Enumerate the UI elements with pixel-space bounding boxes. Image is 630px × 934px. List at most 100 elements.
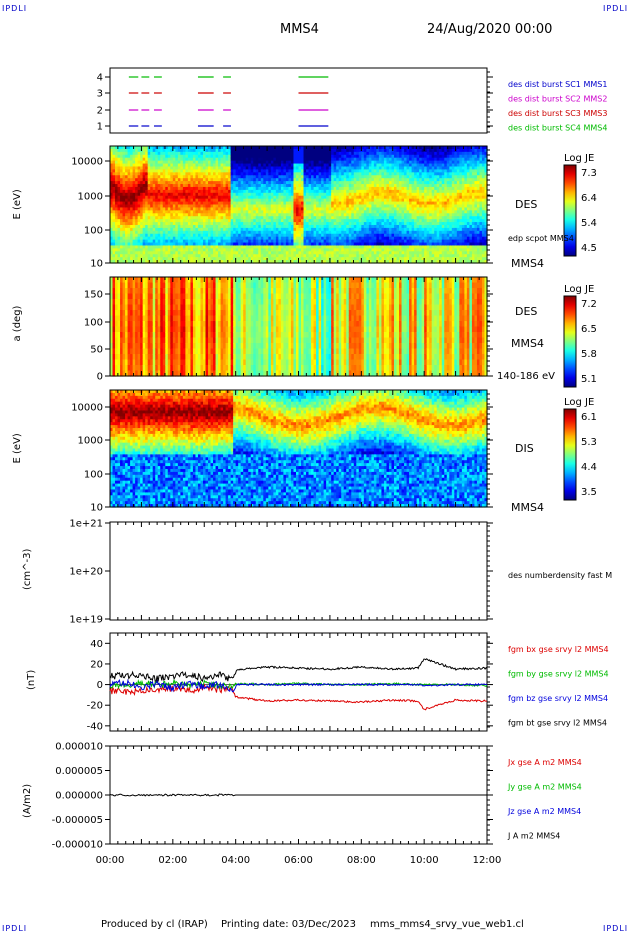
des-energy-cell (323, 216, 327, 220)
des-energy-cell (122, 260, 126, 264)
des-energy-cell (376, 151, 380, 156)
des-energy-cell (233, 195, 237, 200)
des-energy-cell (240, 166, 244, 170)
des-energy-cell (316, 181, 320, 185)
des-energy-cell (195, 160, 199, 165)
des-energy-cell (142, 233, 146, 238)
des-energy-cell (353, 172, 357, 176)
des-energy-cell (351, 257, 355, 261)
des-energy-cell (386, 245, 390, 249)
des-energy-cell (301, 207, 305, 211)
des-energy-cell (205, 160, 209, 165)
des-energy-cell (270, 195, 274, 200)
des-energy-cell (333, 172, 337, 176)
des-energy-cell (223, 186, 227, 191)
des-energy-cell (285, 186, 290, 191)
des-energy-cell (363, 236, 367, 241)
des-energy-cell (311, 157, 315, 162)
des-energy-cell (243, 192, 247, 197)
des-energy-cell (308, 260, 312, 264)
des-energy-cell (213, 230, 217, 235)
des-energy-cell (157, 201, 161, 206)
des-energy-cell (376, 181, 380, 185)
des-energy-cell (165, 242, 169, 247)
des-energy-cell (228, 254, 232, 258)
des-energy-cell (328, 239, 332, 244)
des-energy-cell (165, 207, 169, 211)
des-energy-cell (175, 213, 179, 217)
des-energy-cell (363, 157, 367, 162)
des-energy-cell (135, 148, 139, 153)
des-energy-cell (268, 186, 272, 191)
des-energy-cell (225, 216, 229, 220)
des-energy-cell (157, 242, 161, 247)
des-energy-cell (223, 184, 227, 188)
des-energy-cell (190, 198, 194, 203)
des-energy-cell (368, 148, 372, 153)
des-energy-cell (245, 248, 249, 252)
des-energy-cell (192, 201, 197, 206)
des-energy-cell (223, 251, 227, 255)
des-energy-cell (396, 198, 400, 203)
des-energy-cell (243, 260, 247, 264)
des-energy-cell (253, 198, 257, 203)
des-energy-cell (386, 251, 390, 255)
des-energy-cell (167, 192, 171, 197)
des-energy-cell (215, 195, 219, 200)
des-energy-cell (218, 236, 222, 241)
des-energy-cell (368, 175, 372, 179)
des-energy-cell (318, 181, 322, 185)
des-energy-cell (182, 210, 186, 214)
des-energy-cell (208, 175, 212, 179)
des-energy-cell (399, 186, 403, 191)
des-energy-cell (253, 189, 257, 194)
des-energy-cell (373, 207, 378, 211)
des-energy-cell (409, 251, 413, 255)
des-energy-cell (313, 201, 317, 206)
des-energy-cell (172, 163, 176, 168)
des-energy-cell (205, 236, 209, 241)
des-energy-cell (346, 192, 350, 197)
des-energy-cell (120, 242, 124, 247)
des-energy-cell (394, 157, 398, 162)
des-energy-cell (303, 204, 307, 209)
des-energy-cell (240, 184, 244, 188)
des-energy-cell (411, 213, 415, 217)
des-energy-cell (165, 192, 169, 197)
des-energy-cell (170, 151, 174, 156)
des-energy-cell (172, 219, 176, 223)
des-energy-cell (343, 151, 347, 156)
des-energy-cell (293, 219, 297, 223)
des-energy-cell (336, 227, 340, 232)
des-energy-cell (270, 148, 274, 153)
des-energy-cell (368, 186, 372, 191)
des-energy-cell (368, 204, 372, 209)
des-energy-cell (366, 219, 370, 223)
des-energy-cell (401, 184, 405, 188)
des-energy-cell (278, 239, 282, 244)
des-energy-cell (220, 248, 224, 252)
des-energy-cell (210, 245, 214, 249)
des-energy-cell (125, 216, 129, 220)
des-energy-cell (135, 166, 139, 170)
des-energy-cell (185, 166, 189, 170)
des-energy-cell (341, 213, 345, 217)
des-energy-cell (263, 154, 267, 159)
des-energy-cell (316, 146, 320, 150)
des-energy-cell (223, 207, 227, 211)
des-energy-cell (208, 178, 212, 182)
des-energy-cell (353, 219, 357, 223)
des-energy-cell (295, 192, 300, 197)
des-energy-cell (253, 230, 257, 235)
des-energy-cell (218, 166, 222, 170)
des-energy-cell (311, 239, 315, 244)
des-energy-cell (285, 245, 290, 249)
des-energy-cell (250, 154, 254, 159)
des-energy-cell (283, 251, 287, 255)
des-energy-cell (180, 166, 184, 170)
des-energy-cell (215, 233, 219, 238)
des-energy-cell (303, 201, 307, 206)
des-energy-cell (152, 146, 156, 150)
des-energy-cell (120, 186, 124, 191)
des-energy-cell (414, 195, 418, 200)
